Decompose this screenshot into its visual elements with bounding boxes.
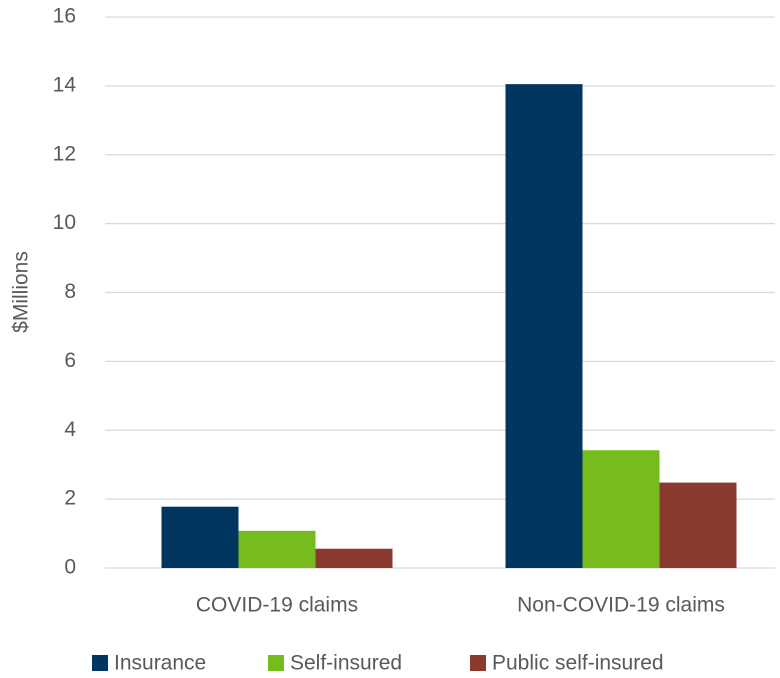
legend-swatch [92, 655, 108, 671]
legend-label: Insurance [114, 652, 206, 675]
y-tick-label: 10 [53, 211, 76, 234]
bar [582, 450, 660, 568]
bar [161, 506, 239, 568]
x-tick-label: COVID-19 claims [196, 594, 358, 617]
y-tick-label: 8 [64, 280, 76, 303]
y-tick-label: 16 [53, 5, 76, 28]
y-tick-label: 0 [64, 556, 76, 579]
legend-swatch [268, 655, 284, 671]
y-axis-label: $Millions [10, 251, 33, 333]
legend-label: Self-insured [290, 652, 402, 675]
bar [505, 84, 583, 568]
legend-label: Public self-insured [492, 652, 664, 675]
y-tick-label: 2 [64, 487, 76, 510]
y-tick-label: 4 [64, 418, 76, 441]
bar [659, 482, 737, 568]
x-tick-label: Non-COVID-19 claims [517, 594, 725, 617]
y-tick-label: 6 [64, 349, 76, 372]
legend-swatch [470, 655, 486, 671]
y-tick-label: 14 [53, 73, 77, 96]
y-tick-label: 12 [53, 142, 76, 165]
bar [315, 548, 393, 568]
bar [238, 530, 316, 568]
